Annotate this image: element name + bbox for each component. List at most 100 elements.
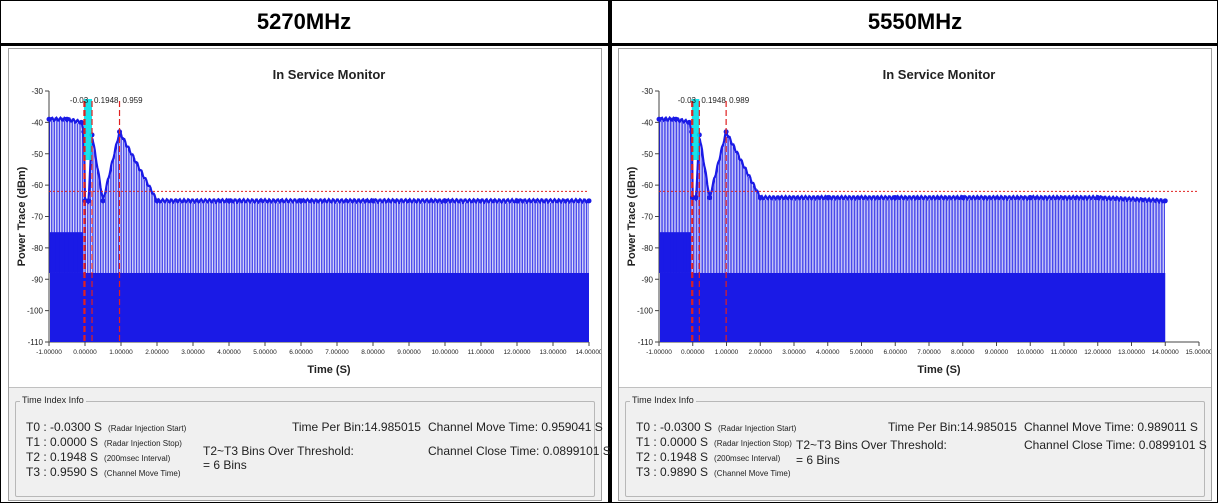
x-tick-label: 11.00000 (468, 349, 495, 356)
x-tick-label: 7.00000 (325, 349, 349, 356)
t0-value: T0 : -0.0300 S (26, 420, 103, 434)
x-tick-label: 8.00000 (951, 349, 975, 356)
x-tick-label: 4.00000 (217, 349, 241, 356)
power-trace-chart-right: In Service Monitor -30 -40 -50 -60 -70 -80 -90 -… (626, 67, 1211, 376)
x-tick-label: 13.00000 (539, 349, 566, 356)
chart-title: In Service Monitor (883, 67, 996, 82)
data-point (514, 198, 520, 204)
x-tick-label: 6.00000 (289, 349, 313, 356)
panel-left: In Service Monitor -30 -40 -50 -60 -70 -80 -90 -… (8, 48, 611, 501)
y-tick-label: -110 (28, 338, 44, 347)
x-tick-label: 12.00000 (1084, 349, 1111, 356)
bins-over-threshold-label: T2~T3 Bins Over Threshold: (796, 438, 947, 452)
x-tick-label: 9.00000 (985, 349, 1009, 356)
y-axis-label: Power Trace (dBm) (626, 166, 638, 266)
y-tick-label: -110 (638, 338, 654, 347)
data-point (1095, 195, 1101, 201)
data-point (442, 198, 448, 204)
t3-note: (Channel Move Time) (104, 469, 181, 478)
t1-note: (Radar Injection Stop) (104, 439, 182, 448)
y-tick-label: -60 (641, 181, 653, 190)
data-point (100, 198, 106, 204)
x-tick-label: -1.00000 (36, 349, 62, 356)
data-point (892, 195, 898, 201)
y-axis-label: Power Trace (dBm) (16, 166, 28, 266)
panel-right: In Service Monitor -30 -40 -50 -60 -70 -80 -90 -… (618, 48, 1212, 501)
channel-close-time: Channel Close Time: 0.0899101 S (428, 444, 611, 458)
t3-value: T3 : 0.9590 S (26, 465, 99, 479)
x-tick-label: 13.00000 (1118, 349, 1145, 356)
x-tick-label: 6.00000 (884, 349, 908, 356)
x-tick-label: 2.00000 (749, 349, 773, 356)
y-tick-label: -70 (31, 213, 43, 222)
x-tick-label: 11.00000 (1051, 349, 1078, 356)
t2-row: T2 : 0.1948 S (200msec Interval) (636, 450, 780, 464)
power-trace-chart-left: In Service Monitor -30 -40 -50 -60 -70 -80 -90 -… (16, 67, 601, 376)
bins-over-threshold-label: T2~T3 Bins Over Threshold: (203, 444, 354, 458)
t0-value: T0 : -0.0300 S (636, 420, 713, 434)
data-point (757, 195, 763, 201)
t1-value: T1 : 0.0000 S (636, 435, 709, 449)
t0-row: T0 : -0.0300 S (Radar Injection Start) (636, 420, 796, 434)
data-point (78, 119, 84, 125)
noise-floor-fill (50, 272, 589, 342)
y-tick-label: -100 (637, 307, 654, 316)
channel-move-time: Channel Move Time: 0.989011 S (1024, 420, 1198, 434)
x-axis-label: Time (S) (917, 364, 961, 376)
x-tick-label: 10.00000 (1017, 349, 1044, 356)
bins-over-threshold-value: = 6 Bins (796, 453, 840, 467)
injection-highlight (83, 99, 93, 161)
channel-close-time: Channel Close Time: 0.0899101 S (1024, 438, 1207, 452)
column-divider (608, 0, 612, 503)
data-point (1162, 198, 1168, 204)
t0-note: (Radar Injection Start) (108, 424, 187, 433)
noise-floor-fill (660, 272, 1166, 342)
plot-area-left: In Service Monitor -30 -40 -50 -60 -70 -80 -90 -… (9, 49, 601, 388)
marker-label: 0.1948 (94, 96, 119, 105)
data-point (298, 198, 304, 204)
t1-note: (Radar Injection Stop) (714, 439, 792, 448)
time-index-info-left: Time Index Info T0 : -0.0300 S (Radar Inj… (15, 395, 611, 497)
y-tick-label: -80 (31, 244, 43, 253)
t3-value: T3 : 0.9890 S (636, 465, 709, 479)
bins-over-threshold-value: = 6 Bins (203, 458, 247, 472)
t3-row: T3 : 0.9590 S (Channel Move Time) (26, 465, 181, 479)
x-tick-label: 3.00000 (782, 349, 806, 356)
t0-note: (Radar Injection Start) (718, 424, 797, 433)
y-tick-label: -100 (27, 307, 44, 316)
y-tick-label: -50 (641, 150, 653, 159)
t2-note: (200msec Interval) (104, 454, 171, 463)
x-tick-label: 7.00000 (917, 349, 941, 356)
x-tick-label: 12.00000 (503, 349, 530, 356)
trace-line (48, 116, 590, 206)
trace-line (658, 115, 1166, 205)
data-point (226, 198, 232, 204)
data-point (86, 198, 92, 204)
time-per-bin: Time Per Bin:14.985015 (888, 420, 1017, 434)
t2-row: T2 : 0.1948 S (200msec Interval) (26, 450, 170, 464)
t1-row: T1 : 0.0000 S (Radar Injection Stop) (26, 435, 182, 449)
data-point (64, 116, 70, 122)
data-point (707, 195, 713, 201)
x-axis-label: Time (S) (307, 364, 351, 376)
y-tick-label: -50 (31, 150, 43, 159)
data-point (686, 119, 692, 125)
data-point (693, 195, 699, 201)
y-tick-label: -90 (641, 275, 653, 284)
trace-bins (659, 117, 1165, 273)
y-tick-label: -40 (31, 118, 43, 127)
y-tick-label: -60 (31, 181, 43, 190)
time-index-info-legend: Time Index Info (20, 395, 86, 405)
y-tick-label: -40 (641, 118, 653, 127)
trace-bins (49, 117, 589, 273)
data-point (673, 116, 679, 122)
x-tick-label: 4.00000 (816, 349, 840, 356)
x-tick-label: 1.00000 (109, 349, 133, 356)
t2-value: T2 : 0.1948 S (26, 450, 99, 464)
y-tick-label: -90 (31, 275, 43, 284)
frequency-header-left: 5270MHz (256, 9, 352, 34)
data-point (960, 195, 966, 201)
y-tick-label: -30 (31, 87, 43, 96)
x-tick-label: -1.00000 (646, 349, 672, 356)
t3-row: T3 : 0.9890 S (Channel Move Time) (636, 465, 791, 479)
